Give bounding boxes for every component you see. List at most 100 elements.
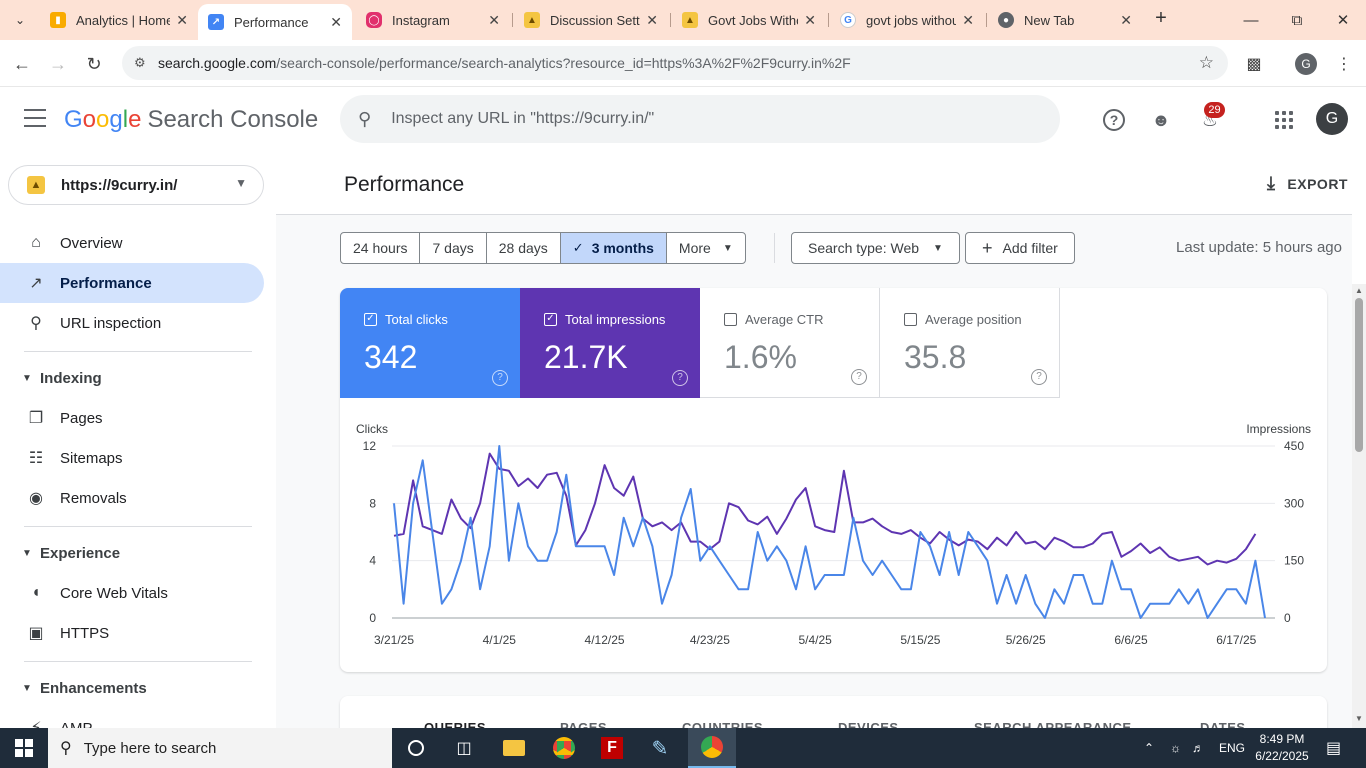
help-icon[interactable]: ?	[672, 370, 688, 386]
url-text[interactable]: search.google.com/search-console/perform…	[158, 55, 851, 71]
file-explorer-icon[interactable]	[490, 728, 538, 768]
tab-devices[interactable]: DEVICES	[838, 720, 899, 728]
help-icon[interactable]: ?	[492, 370, 508, 386]
chrome-active-taskbar-icon[interactable]	[688, 728, 736, 768]
search-type-filter[interactable]: Search type: Web ▼	[791, 232, 960, 264]
address-bar[interactable]: ⚙ search.google.com/search-console/perfo…	[122, 46, 1228, 80]
chrome-taskbar-icon[interactable]	[540, 728, 588, 768]
tab-google-search[interactable]: G govt jobs withou ✕	[830, 0, 984, 40]
hamburger-menu-icon[interactable]	[24, 109, 46, 127]
tab-performance[interactable]: ↗ Performance ✕	[198, 4, 352, 40]
restore-icon[interactable]: ⧉	[1291, 11, 1303, 29]
cortana-icon[interactable]	[392, 728, 440, 768]
range-28-days[interactable]: 28 days	[487, 233, 561, 263]
export-button[interactable]: ⤓ EXPORT	[1266, 173, 1348, 193]
show-hidden-icons-chevron-icon[interactable]: ⌃	[1144, 741, 1155, 755]
tab-search-chevron-icon[interactable]: ⌄	[14, 13, 26, 27]
scroll-down-arrow-icon[interactable]: ▼	[1355, 714, 1363, 723]
checkbox-unchecked-icon[interactable]	[724, 313, 737, 326]
profile-button[interactable]: G	[1294, 52, 1318, 76]
sidebar-section-indexing[interactable]: ▼ Indexing	[22, 369, 102, 387]
manage-users-icon[interactable]: ☻	[1151, 109, 1171, 130]
close-tab-icon[interactable]: ✕	[176, 11, 188, 28]
start-button[interactable]	[0, 728, 48, 768]
range-3-months[interactable]: ✓ 3 months	[560, 233, 667, 263]
reload-icon[interactable]: ↻	[86, 53, 102, 74]
sidebar-item-pages[interactable]: ❐ Pages	[0, 398, 264, 438]
filezilla-icon[interactable]: F	[588, 728, 636, 768]
sidebar-item-url-inspection[interactable]: ⚲ URL inspection	[0, 303, 264, 343]
metric-average-ctr[interactable]: Average CTR 1.6% ?	[700, 288, 880, 398]
tab-analytics[interactable]: ▮ Analytics | Home ✕	[40, 0, 198, 40]
extensions-puzzle-icon[interactable]: ▩	[1246, 56, 1262, 73]
url-inspection-search[interactable]: ⚲ Inspect any URL in "https://9curry.in/…	[340, 95, 1060, 143]
close-tab-icon[interactable]: ✕	[646, 11, 658, 28]
tab-search-appearance[interactable]: SEARCH APPEARANCE	[974, 720, 1132, 728]
close-tab-icon[interactable]: ✕	[1120, 11, 1132, 28]
add-filter-button[interactable]: + Add filter	[965, 232, 1075, 264]
paint-icon[interactable]: ✎	[651, 737, 669, 760]
search-console-logo[interactable]: Google Search Console	[64, 106, 319, 133]
window-close-icon[interactable]: ✕	[1336, 12, 1350, 29]
tab-pages[interactable]: PAGES	[560, 720, 608, 728]
tab-queries[interactable]: QUERIES	[424, 720, 487, 728]
range-24-hours[interactable]: 24 hours	[341, 233, 421, 263]
property-selector[interactable]: ▲ https://9curry.in/ ▼	[8, 165, 264, 205]
sidebar-item-performance[interactable]: ↗ Performance	[0, 263, 264, 303]
sidebar-item-sitemaps[interactable]: ☷ Sitemaps	[0, 438, 264, 478]
scrollbar-thumb[interactable]	[1355, 298, 1363, 452]
page-header: Performance ⤓ EXPORT	[276, 153, 1352, 215]
close-tab-icon[interactable]: ✕	[804, 11, 816, 28]
x-tick-label: 4/12/25	[585, 633, 625, 647]
date-range-chips: 24 hours 7 days 28 days ✓ 3 months More ▼	[340, 232, 746, 264]
chrome-menu-kebab-icon[interactable]: ⋮	[1336, 56, 1352, 73]
sidebar-item-amp[interactable]: ⚡ AMP	[0, 708, 264, 729]
minimize-icon[interactable]: —	[1243, 11, 1259, 29]
sidebar-item-https[interactable]: ▣ HTTPS	[0, 613, 264, 653]
close-tab-icon[interactable]: ✕	[488, 11, 500, 28]
language-indicator[interactable]: ENG	[1219, 741, 1246, 755]
inspect-input-placeholder[interactable]: Inspect any URL in "https://9curry.in/"	[391, 110, 655, 127]
new-tab-plus-icon[interactable]: +	[1155, 7, 1167, 29]
back-arrow-icon[interactable]: ←	[13, 53, 31, 74]
account-avatar[interactable]: G	[1316, 103, 1348, 135]
tab-dates[interactable]: DATES	[1200, 720, 1246, 728]
forward-arrow-icon[interactable]: →	[49, 53, 67, 74]
network-icon[interactable]: ☼	[1170, 741, 1181, 755]
help-icon[interactable]: ?	[851, 369, 867, 385]
metric-average-position[interactable]: Average position 35.8 ?	[880, 288, 1060, 398]
range-more-dropdown[interactable]: More ▼	[678, 240, 733, 256]
scroll-up-arrow-icon[interactable]: ▲	[1355, 286, 1363, 295]
sidebar-section-experience[interactable]: ▼ Experience	[22, 544, 121, 562]
range-7-days[interactable]: 7 days	[420, 233, 487, 263]
close-tab-icon[interactable]: ✕	[962, 11, 974, 28]
metric-total-clicks[interactable]: ✓ Total clicks 342 ?	[340, 288, 520, 398]
sidebar-item-removals[interactable]: ◉ Removals	[0, 478, 264, 518]
tab-new-tab[interactable]: ● New Tab ✕	[988, 0, 1142, 40]
sidebar-item-overview[interactable]: ⌂ Overview	[0, 223, 264, 263]
tab-instagram[interactable]: ◯ Instagram ✕	[356, 0, 510, 40]
clock[interactable]: 8:49 PM 6/22/2025	[1255, 732, 1309, 763]
taskbar-search-box[interactable]: ⚲ Type here to search	[48, 728, 392, 768]
app-header: Google Search Console ⚲ Inspect any URL i…	[0, 87, 1366, 153]
sidebar-section-enhancements[interactable]: ▼ Enhancements	[22, 679, 147, 697]
task-view-icon[interactable]: ◫	[456, 740, 472, 757]
checkbox-unchecked-icon[interactable]	[904, 313, 917, 326]
help-icon[interactable]: ?	[1101, 107, 1127, 133]
sidebar-item-core-web-vitals[interactable]: ◖ Core Web Vitals	[0, 573, 264, 613]
tab-discussion-settings[interactable]: ▲ Discussion Setti ✕	[514, 0, 668, 40]
checkbox-checked-icon[interactable]: ✓	[364, 313, 377, 326]
wordpress-icon: ▲	[682, 12, 698, 28]
metric-total-impressions[interactable]: ✓ Total impressions 21.7K ?	[520, 288, 700, 398]
apps-grid-icon[interactable]	[1271, 107, 1297, 133]
close-tab-icon[interactable]: ✕	[330, 13, 342, 30]
checkbox-checked-icon[interactable]: ✓	[544, 313, 557, 326]
tab-govt-jobs[interactable]: ▲ Govt Jobs Witho ✕	[672, 0, 826, 40]
notification-center-icon[interactable]: ▤	[1326, 740, 1342, 757]
volume-icon[interactable]: ♬	[1192, 741, 1204, 755]
tab-separator	[986, 13, 987, 27]
tab-countries[interactable]: COUNTRIES	[682, 720, 764, 728]
bookmark-star-icon[interactable]: ☆	[1198, 53, 1214, 72]
site-info-icon[interactable]: ⚙	[134, 55, 146, 70]
help-icon[interactable]: ?	[1031, 369, 1047, 385]
